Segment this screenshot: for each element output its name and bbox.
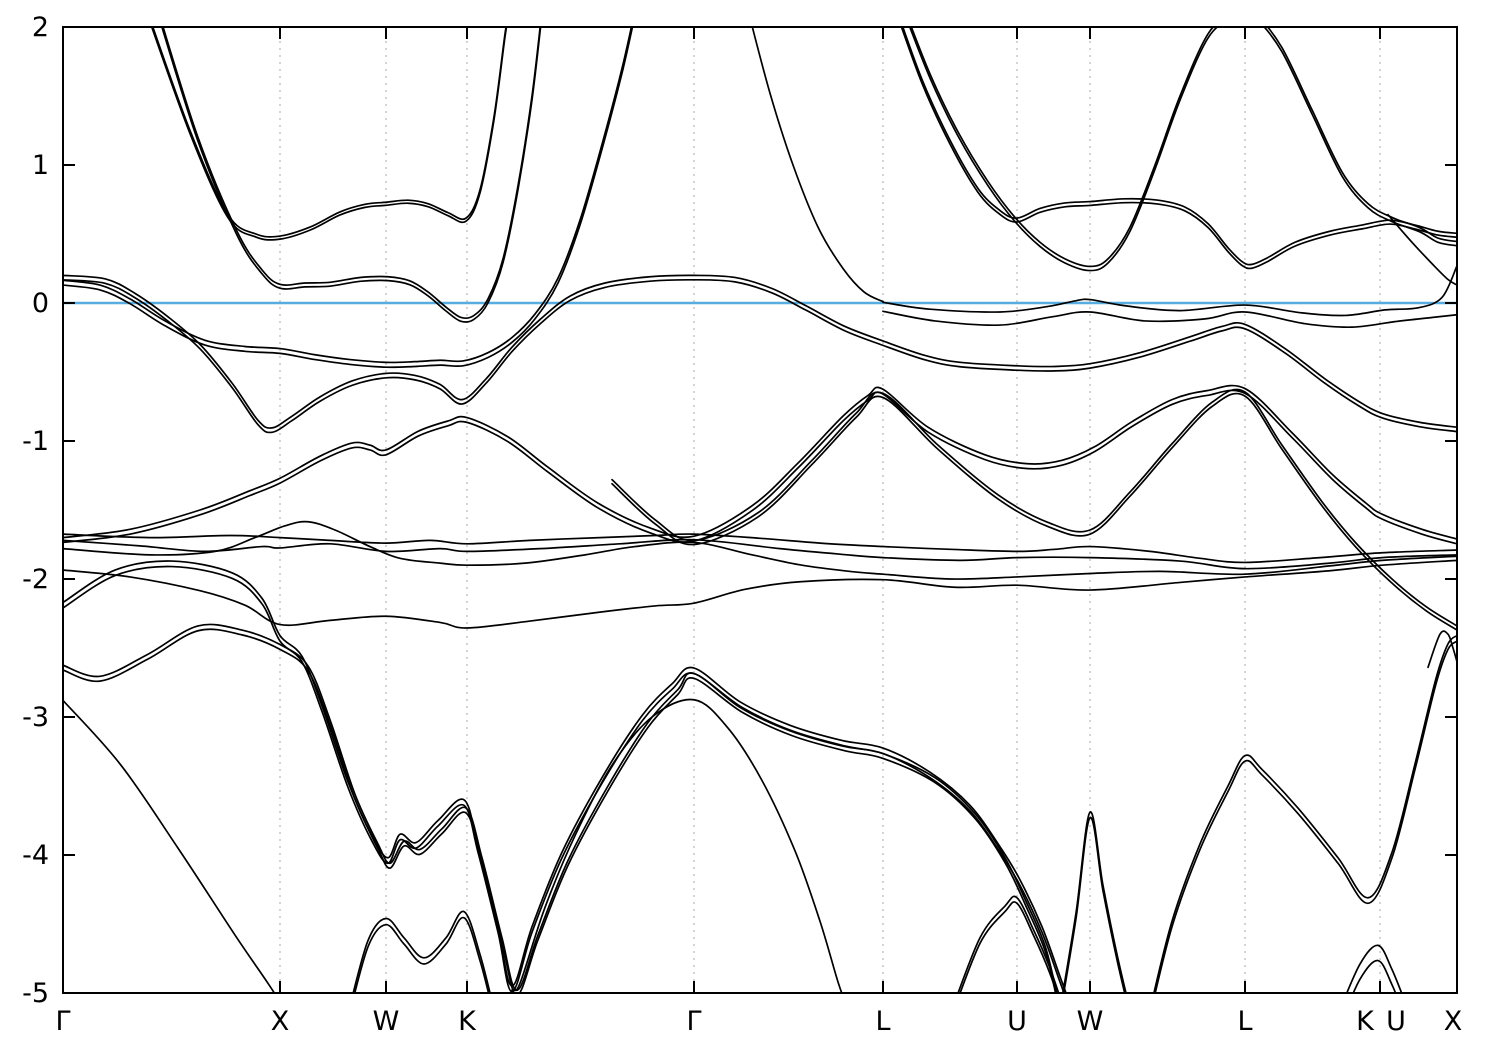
band-mid-band-lens-wave2 <box>611 388 1458 627</box>
kpoint-label: Γ <box>55 1006 70 1037</box>
band-ku-bottom-bump <box>1345 944 1403 994</box>
band-u-bottom-bump <box>958 901 1059 994</box>
kpoint-label: K <box>458 1006 477 1037</box>
kpoint-label: U <box>1007 1006 1027 1037</box>
y-tick-label: -1 <box>22 426 49 457</box>
band-gamma2-L-descent <box>751 26 884 303</box>
band-mid-band-lens-wave1 <box>62 384 1458 540</box>
band-l2-bottom-dome <box>1152 634 1458 994</box>
band-flat-band-3 <box>62 520 1458 580</box>
band-w2-cusp <box>1061 811 1128 994</box>
band-mid-band-lens-wave2 <box>611 392 1458 631</box>
y-tick-label: -4 <box>22 840 49 871</box>
band-deep-band-gamma2 <box>509 698 843 994</box>
band-ku-bottom-bump <box>1351 959 1397 994</box>
band-cond-left-lower <box>160 26 542 323</box>
bands-group <box>62 26 1458 994</box>
band-valence-flat-to-steep <box>62 26 633 364</box>
kpoint-label: Γ <box>686 1006 701 1037</box>
band-wk-bottom-bump <box>352 910 492 994</box>
band-hole-band-dome <box>62 274 1458 429</box>
band-flat-band-2 <box>62 538 1458 570</box>
band-cond-right-plateau <box>901 26 1458 266</box>
band-hole-band-dome <box>62 278 1458 434</box>
kpoint-label: W <box>373 1006 400 1037</box>
band-flat-band-1 <box>62 533 1458 564</box>
kpoint-label: L <box>875 1006 890 1037</box>
kpoint-label: L <box>1237 1006 1252 1037</box>
band-cond-right-lambda <box>908 26 1458 272</box>
band-cond-right-plateau <box>900 26 1458 270</box>
band-flat-band-4 <box>62 559 1458 629</box>
y-tick-label: -5 <box>22 978 49 1009</box>
band-mid-band-lens-wave1 <box>62 389 1458 545</box>
band-deep-band-left <box>62 699 277 994</box>
kpoint-label: W <box>1077 1006 1104 1037</box>
y-tick-label: 1 <box>32 150 49 181</box>
band-cond-right-lambda <box>910 26 1458 268</box>
band-right-edge-bump <box>1427 630 1458 669</box>
kpoint-label: X <box>271 1006 290 1037</box>
band-gamma-pair-band <box>62 628 1057 994</box>
band-fermi-hugging-2 <box>882 310 1458 329</box>
y-tick-label: -2 <box>22 564 49 595</box>
band-fermi-hugging-1 <box>882 264 1458 317</box>
kpoint-label: U <box>1386 1006 1406 1037</box>
band-w2-cusp <box>1062 816 1126 994</box>
band-ku-x-crossing-line <box>1387 213 1458 286</box>
y-tick-label: 0 <box>32 288 49 319</box>
band-wk-bottom-bump <box>353 916 490 994</box>
kpoint-label: K <box>1356 1006 1375 1037</box>
plot-border <box>62 26 1458 994</box>
y-tick-label: 2 <box>32 12 49 43</box>
kpoint-label: X <box>1444 1006 1463 1037</box>
band-gamma-pair-band <box>62 623 1058 994</box>
band-l2-bottom-dome <box>1154 640 1458 994</box>
band-valence-flat-to-steep <box>62 26 634 369</box>
y-tick-label: -3 <box>22 702 49 733</box>
band-u-bottom-bump <box>956 895 1060 994</box>
